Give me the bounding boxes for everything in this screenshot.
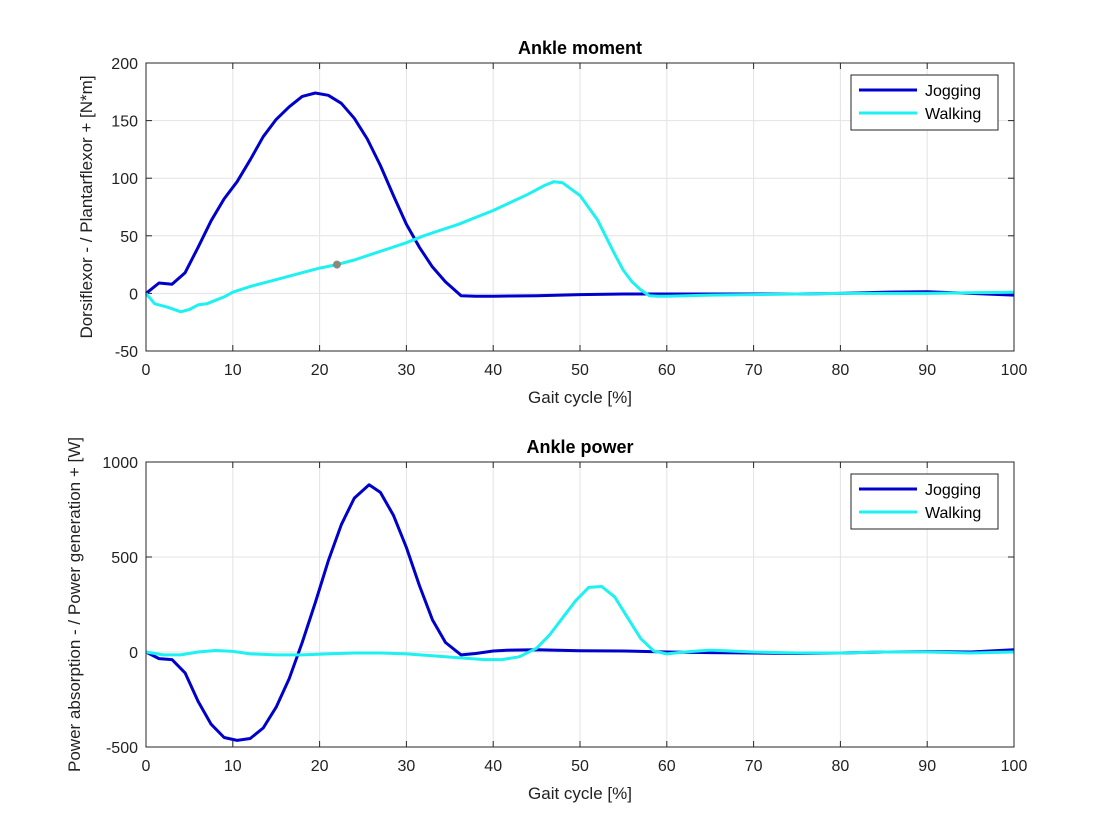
- x-tick-label: 70: [745, 758, 763, 775]
- series-line-walking: [145, 585, 1015, 662]
- x-axis-label: Gait cycle [%]: [528, 784, 632, 803]
- x-tick-label: 80: [832, 362, 850, 379]
- series-line-walking: [144, 180, 1015, 314]
- y-tick-label: 500: [111, 550, 138, 567]
- legend-label-walking: Walking: [925, 505, 981, 522]
- x-tick-label: 100: [1001, 362, 1028, 379]
- x-tick-label: 40: [484, 362, 502, 379]
- legend-box: [850, 74, 999, 131]
- x-tick-label: 60: [658, 758, 676, 775]
- y-tick-label: 50: [120, 229, 138, 246]
- x-tick-label: 30: [398, 758, 416, 775]
- x-tick-label: 80: [832, 758, 850, 775]
- y-tick-label: 0: [129, 645, 138, 662]
- y-tick-label: 200: [111, 56, 138, 73]
- x-tick-label: 50: [571, 758, 589, 775]
- y-tick-label: 1000: [102, 455, 138, 472]
- x-tick-label: 60: [658, 362, 676, 379]
- chart-title: Ankle power: [526, 437, 633, 457]
- ankle-power-subplot: 0 10 20 30 40 50 60 70 80 90 100-50005001000Ankle …: [65, 437, 1027, 803]
- x-tick-label: 20: [311, 362, 329, 379]
- legend-label-jogging: Jogging: [925, 482, 981, 499]
- series-line-jogging: [145, 483, 1015, 742]
- y-tick-label: 150: [111, 114, 138, 131]
- data-cursor-marker: [332, 260, 341, 269]
- x-tick-label: 10: [224, 362, 242, 379]
- axes-box: [145, 461, 1015, 748]
- y-tick-label: -500: [106, 740, 138, 757]
- x-tick-label: 50: [571, 362, 589, 379]
- legend: Jogging Walking: [850, 473, 999, 530]
- x-tick-label: 70: [745, 362, 763, 379]
- legend-label-jogging: Jogging: [925, 83, 981, 100]
- legend: Jogging Walking: [850, 74, 999, 131]
- x-tick-label: 0: [142, 362, 151, 379]
- x-tick-label: 90: [918, 362, 936, 379]
- x-tick-label: 40: [484, 758, 502, 775]
- x-axis-label: Gait cycle [%]: [528, 388, 632, 407]
- y-tick-label: 100: [111, 171, 138, 188]
- y-axis-label: Dorsiflexor - / Plantarflexor + [N*m]: [77, 75, 96, 338]
- x-tick-label: 30: [398, 362, 416, 379]
- x-tick-label: 20: [311, 758, 329, 775]
- axes-box: [145, 62, 1015, 352]
- x-tick-label: 90: [918, 758, 936, 775]
- x-tick-label: 0: [142, 758, 151, 775]
- ankle-moment-subplot: 0 10 20 30 40 50 60 70 80 90 100-50050100150200Ank…: [77, 38, 1027, 407]
- legend-box: [850, 473, 999, 530]
- y-axis-label: Power absorption - / Power generation + …: [65, 437, 84, 772]
- chart-title: Ankle moment: [518, 38, 642, 58]
- legend-label-walking: Walking: [925, 106, 981, 123]
- y-tick-label: -50: [115, 344, 138, 361]
- x-tick-label: 100: [1001, 758, 1028, 775]
- x-tick-label: 10: [224, 758, 242, 775]
- y-tick-label: 0: [129, 286, 138, 303]
